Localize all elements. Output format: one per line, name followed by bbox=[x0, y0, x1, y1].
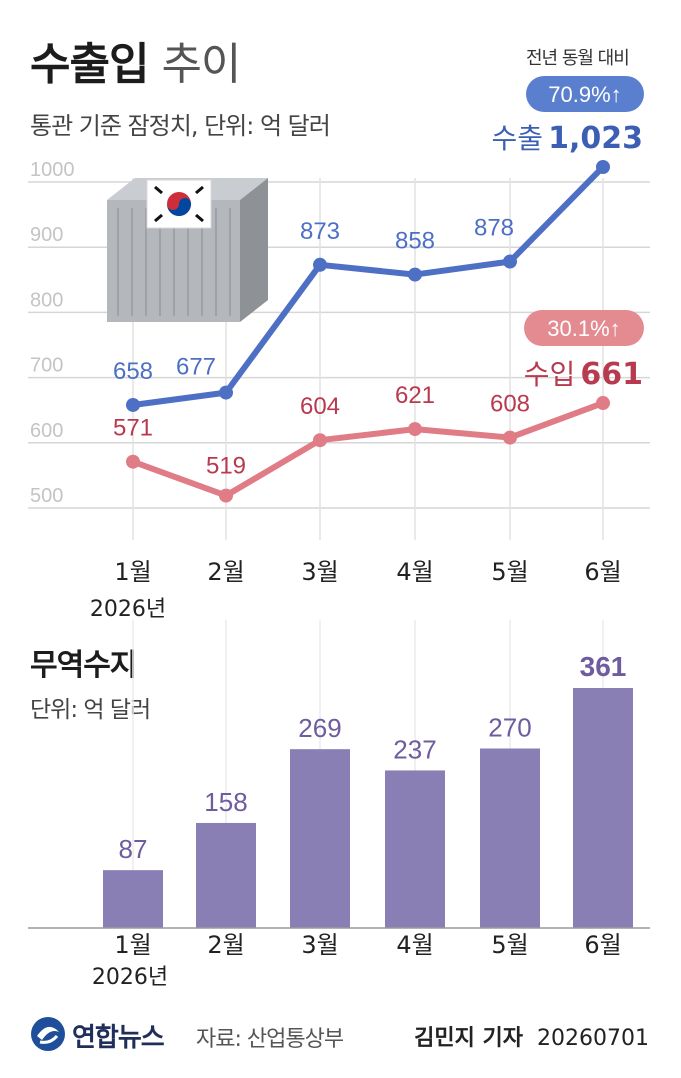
export-yoy-badge: 70.9%↑ bbox=[548, 82, 621, 107]
bar-x-tick-label: 2월 bbox=[207, 931, 244, 959]
credit: 김민지 기자 20260701 bbox=[414, 1020, 649, 1052]
y-tick-label: 500 bbox=[30, 485, 63, 507]
bar bbox=[103, 870, 163, 928]
bar-x-tick-label: 6월 bbox=[584, 931, 621, 959]
trade-balance-title: 무역수지 bbox=[30, 648, 137, 683]
export-data-label: 677 bbox=[176, 354, 216, 381]
export-point bbox=[126, 397, 140, 412]
chart-subtitle: 통관 기준 잠정치, 단위: 억 달러 bbox=[30, 112, 331, 140]
bar bbox=[385, 770, 445, 928]
export-data-label: 858 bbox=[395, 228, 435, 255]
export-yoy-pill bbox=[526, 76, 644, 112]
line-x-axis: 1월 2월 3월 4월 5월 6월 bbox=[114, 558, 621, 586]
import-line bbox=[130, 400, 606, 499]
import-point bbox=[503, 430, 517, 445]
x-tick-label: 3월 bbox=[301, 558, 338, 586]
y-tick-label: 800 bbox=[30, 289, 63, 311]
line-data-labels: 658 677 873 858 878 571 519 604 621 608 bbox=[113, 215, 530, 480]
import-yoy-badge: 30.1%↑ bbox=[547, 316, 620, 341]
bar-x-tick-label: 5월 bbox=[491, 931, 528, 959]
yoy-caption: 전년 동월 대비 bbox=[526, 48, 630, 69]
import-label: 수입 bbox=[524, 358, 576, 391]
import-data-label: 608 bbox=[490, 391, 530, 418]
export-label: 수출 bbox=[491, 122, 543, 155]
import-data-label: 519 bbox=[206, 453, 246, 480]
x-tick-label: 6월 bbox=[584, 558, 621, 586]
x-tick-label: 4월 bbox=[396, 558, 433, 586]
bar-data-label: 158 bbox=[204, 787, 247, 817]
x-tick-label: 2월 bbox=[207, 558, 244, 586]
y-tick-label: 900 bbox=[30, 224, 63, 246]
line-series bbox=[126, 160, 610, 503]
source-note: 자료: 산업통상부 bbox=[196, 1027, 344, 1052]
export-line bbox=[130, 164, 606, 408]
import-annotation: 수입 661 bbox=[524, 357, 643, 392]
bar-x-tick-label: 1월 bbox=[114, 931, 151, 959]
bar-data-labels: 87 158 269 237 270 361 bbox=[119, 651, 627, 864]
export-point bbox=[313, 257, 327, 272]
import-point bbox=[219, 488, 233, 503]
line-chart: 500 600 700 800 900 1000 658 677 873 858 878 571 51… bbox=[28, 76, 650, 622]
export-point bbox=[503, 254, 517, 269]
yonhap-logo-icon bbox=[31, 1017, 65, 1051]
bars bbox=[103, 688, 633, 928]
title-bold: 수출입 bbox=[30, 39, 149, 90]
bar bbox=[480, 748, 540, 928]
import-point bbox=[126, 454, 140, 469]
publish-date: 20260701 bbox=[537, 1026, 649, 1051]
chart-title: 수출입 추이 bbox=[30, 28, 241, 92]
trade-balance-subtitle: 단위: 억 달러 bbox=[30, 697, 151, 723]
footer: 연합뉴스 자료: 산업통상부 김민지 기자 20260701 bbox=[0, 1010, 681, 1060]
import-last-value: 661 bbox=[580, 357, 643, 392]
bar-x-axis: 1월 2월 3월 4월 5월 6월 bbox=[114, 931, 621, 959]
bar-x-tick-label: 4월 bbox=[396, 931, 433, 959]
bar-chart: 87 158 269 237 270 361 1월 2월 3월 4월 5월 6월 2026년 bbox=[28, 620, 650, 990]
import-point bbox=[313, 433, 327, 448]
x-tick-label: 5월 bbox=[491, 558, 528, 586]
bar-x-tick-label: 3월 bbox=[301, 931, 338, 959]
bar bbox=[196, 822, 256, 928]
bar-data-label: 269 bbox=[298, 713, 341, 743]
import-data-label: 604 bbox=[300, 393, 340, 420]
import-point bbox=[408, 422, 422, 437]
x-tick-label: 1월 bbox=[114, 558, 151, 586]
brand-name: 연합뉴스 bbox=[72, 1023, 165, 1053]
bar-x-year: 2026년 bbox=[92, 965, 168, 990]
line-annotations: 70.9%↑ 수출 1,023 30.1%↑ 수입 661 bbox=[491, 76, 644, 392]
export-data-label: 878 bbox=[474, 215, 514, 242]
export-annotation: 수출 1,023 bbox=[491, 121, 643, 156]
y-tick-label: 700 bbox=[30, 355, 63, 377]
bar-data-label: 361 bbox=[580, 651, 627, 682]
import-data-label: 621 bbox=[395, 382, 435, 409]
export-data-label: 658 bbox=[113, 358, 153, 385]
y-tick-labels: 500 600 700 800 900 1000 bbox=[30, 159, 75, 507]
bar bbox=[290, 749, 350, 928]
reporter-name: 김민지 기자 bbox=[414, 1026, 524, 1051]
container-icon bbox=[107, 178, 268, 322]
export-point bbox=[596, 160, 610, 175]
line-x-year: 2026년 bbox=[90, 597, 166, 622]
export-last-value: 1,023 bbox=[548, 121, 643, 156]
export-data-label: 873 bbox=[300, 218, 340, 245]
title-light: 추이 bbox=[161, 39, 241, 90]
import-yoy-pill bbox=[524, 310, 644, 346]
bar-data-label: 270 bbox=[488, 712, 531, 742]
import-point bbox=[596, 396, 610, 411]
export-point bbox=[219, 385, 233, 400]
bar-data-label: 87 bbox=[119, 834, 148, 864]
y-tick-label: 600 bbox=[30, 420, 63, 442]
import-data-label: 571 bbox=[113, 415, 153, 442]
bar bbox=[573, 688, 633, 928]
bar-data-label: 237 bbox=[393, 734, 436, 764]
export-point bbox=[408, 267, 422, 282]
y-tick-label: 1000 bbox=[30, 159, 75, 181]
